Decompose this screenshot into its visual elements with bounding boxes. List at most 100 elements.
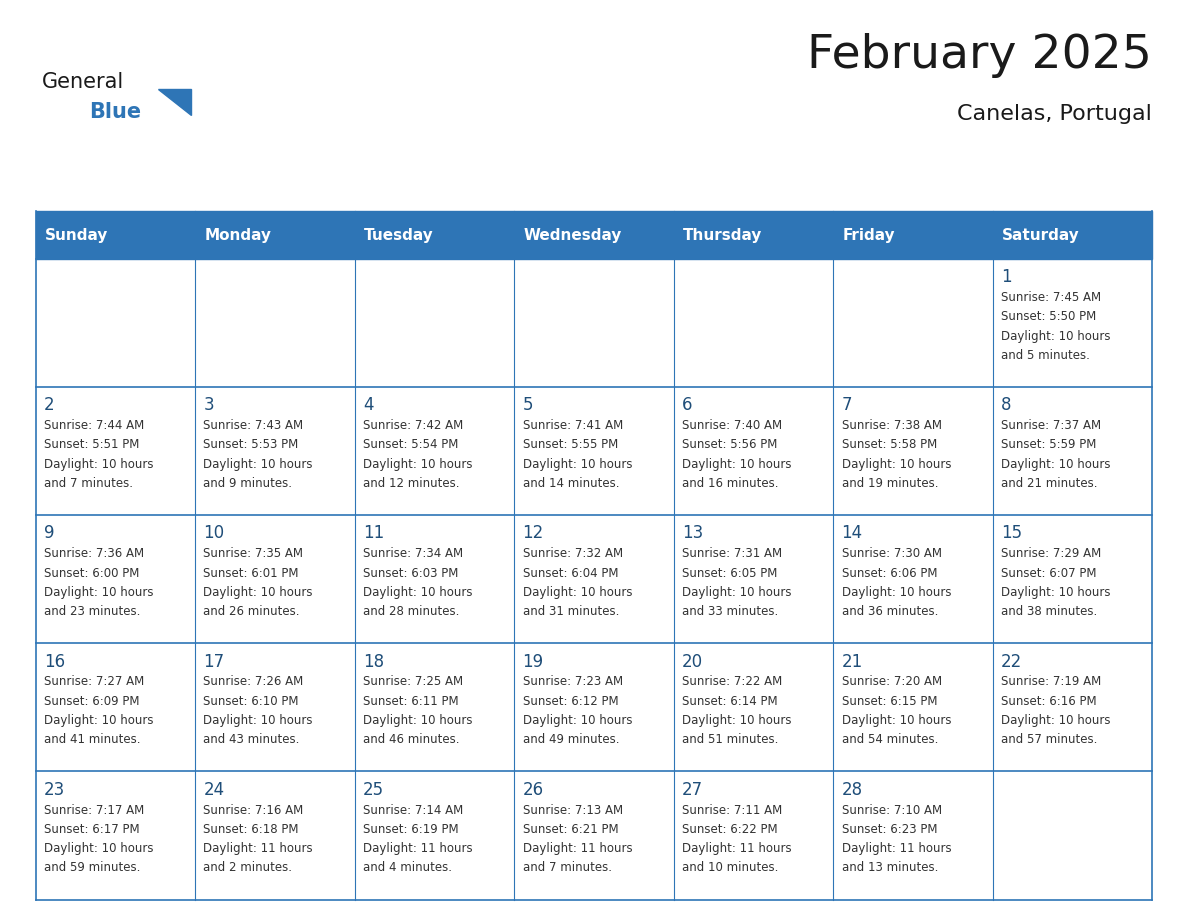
Text: Sunrise: 7:36 AM: Sunrise: 7:36 AM: [44, 547, 144, 560]
Text: Sunset: 6:04 PM: Sunset: 6:04 PM: [523, 566, 618, 579]
Text: Daylight: 10 hours: Daylight: 10 hours: [364, 458, 473, 471]
Polygon shape: [833, 211, 993, 259]
Polygon shape: [993, 211, 1152, 259]
Text: Sunset: 6:12 PM: Sunset: 6:12 PM: [523, 695, 618, 708]
Text: Daylight: 11 hours: Daylight: 11 hours: [841, 842, 952, 856]
Text: Sunrise: 7:43 AM: Sunrise: 7:43 AM: [203, 420, 304, 432]
Text: and 41 minutes.: and 41 minutes.: [44, 733, 140, 746]
Text: and 23 minutes.: and 23 minutes.: [44, 605, 140, 618]
Text: Daylight: 10 hours: Daylight: 10 hours: [203, 458, 312, 471]
Text: Sunset: 6:01 PM: Sunset: 6:01 PM: [203, 566, 299, 579]
Text: Sunrise: 7:16 AM: Sunrise: 7:16 AM: [203, 803, 304, 817]
Text: Sunrise: 7:45 AM: Sunrise: 7:45 AM: [1001, 291, 1101, 304]
Text: and 10 minutes.: and 10 minutes.: [682, 861, 778, 875]
Text: 5: 5: [523, 397, 533, 414]
Text: Sunset: 6:09 PM: Sunset: 6:09 PM: [44, 695, 139, 708]
Text: Sunrise: 7:35 AM: Sunrise: 7:35 AM: [203, 547, 303, 560]
Text: Sunset: 5:53 PM: Sunset: 5:53 PM: [203, 439, 298, 452]
Text: Sunset: 6:03 PM: Sunset: 6:03 PM: [364, 566, 459, 579]
Text: Sunrise: 7:40 AM: Sunrise: 7:40 AM: [682, 420, 782, 432]
Text: Daylight: 10 hours: Daylight: 10 hours: [364, 586, 473, 599]
Text: and 33 minutes.: and 33 minutes.: [682, 605, 778, 618]
Text: and 19 minutes.: and 19 minutes.: [841, 477, 939, 490]
Text: Daylight: 10 hours: Daylight: 10 hours: [682, 586, 791, 599]
Text: and 43 minutes.: and 43 minutes.: [203, 733, 299, 746]
Text: and 21 minutes.: and 21 minutes.: [1001, 477, 1098, 490]
Text: 12: 12: [523, 524, 544, 543]
Text: Sunset: 5:59 PM: Sunset: 5:59 PM: [1001, 439, 1097, 452]
Text: 21: 21: [841, 653, 862, 670]
Text: 6: 6: [682, 397, 693, 414]
Text: Sunset: 6:11 PM: Sunset: 6:11 PM: [364, 695, 459, 708]
Text: Daylight: 10 hours: Daylight: 10 hours: [682, 714, 791, 727]
Text: Sunset: 6:14 PM: Sunset: 6:14 PM: [682, 695, 778, 708]
Text: Daylight: 10 hours: Daylight: 10 hours: [841, 458, 952, 471]
Text: Thursday: Thursday: [683, 228, 763, 242]
Text: 14: 14: [841, 524, 862, 543]
Text: Daylight: 10 hours: Daylight: 10 hours: [523, 586, 632, 599]
Text: 9: 9: [44, 524, 55, 543]
Polygon shape: [158, 89, 191, 115]
Text: Sunrise: 7:32 AM: Sunrise: 7:32 AM: [523, 547, 623, 560]
Text: and 14 minutes.: and 14 minutes.: [523, 477, 619, 490]
Polygon shape: [514, 211, 674, 259]
Text: 27: 27: [682, 780, 703, 799]
Text: 11: 11: [364, 524, 384, 543]
Text: Sunrise: 7:10 AM: Sunrise: 7:10 AM: [841, 803, 942, 817]
Text: and 16 minutes.: and 16 minutes.: [682, 477, 778, 490]
Text: and 7 minutes.: and 7 minutes.: [523, 861, 612, 875]
Text: 20: 20: [682, 653, 703, 670]
Text: 24: 24: [203, 780, 225, 799]
Text: Sunset: 5:54 PM: Sunset: 5:54 PM: [364, 439, 459, 452]
Text: 18: 18: [364, 653, 384, 670]
Text: Daylight: 10 hours: Daylight: 10 hours: [682, 458, 791, 471]
Polygon shape: [355, 211, 514, 259]
Text: Daylight: 11 hours: Daylight: 11 hours: [523, 842, 632, 856]
Text: Sunset: 6:07 PM: Sunset: 6:07 PM: [1001, 566, 1097, 579]
Text: Canelas, Portugal: Canelas, Portugal: [958, 104, 1152, 124]
Text: and 51 minutes.: and 51 minutes.: [682, 733, 778, 746]
Text: Sunrise: 7:17 AM: Sunrise: 7:17 AM: [44, 803, 144, 817]
Text: Daylight: 10 hours: Daylight: 10 hours: [44, 586, 153, 599]
Text: Sunset: 6:16 PM: Sunset: 6:16 PM: [1001, 695, 1097, 708]
Text: 1: 1: [1001, 268, 1012, 286]
Text: Daylight: 10 hours: Daylight: 10 hours: [364, 714, 473, 727]
Text: 25: 25: [364, 780, 384, 799]
Text: 23: 23: [44, 780, 65, 799]
Text: and 12 minutes.: and 12 minutes.: [364, 477, 460, 490]
Text: Sunset: 6:18 PM: Sunset: 6:18 PM: [203, 823, 299, 836]
Text: and 4 minutes.: and 4 minutes.: [364, 861, 451, 875]
Text: Sunrise: 7:38 AM: Sunrise: 7:38 AM: [841, 420, 942, 432]
Text: Monday: Monday: [204, 228, 272, 242]
Text: Sunrise: 7:23 AM: Sunrise: 7:23 AM: [523, 676, 623, 688]
Text: Sunset: 5:50 PM: Sunset: 5:50 PM: [1001, 310, 1097, 323]
Text: Sunset: 6:21 PM: Sunset: 6:21 PM: [523, 823, 618, 836]
Text: Sunday: Sunday: [45, 228, 108, 242]
Text: 28: 28: [841, 780, 862, 799]
Text: Sunrise: 7:14 AM: Sunrise: 7:14 AM: [364, 803, 463, 817]
Text: Sunrise: 7:27 AM: Sunrise: 7:27 AM: [44, 676, 144, 688]
Text: Sunset: 5:58 PM: Sunset: 5:58 PM: [841, 439, 937, 452]
Text: 26: 26: [523, 780, 544, 799]
Text: 8: 8: [1001, 397, 1012, 414]
Text: Sunrise: 7:19 AM: Sunrise: 7:19 AM: [1001, 676, 1101, 688]
Text: Sunrise: 7:41 AM: Sunrise: 7:41 AM: [523, 420, 623, 432]
Text: and 59 minutes.: and 59 minutes.: [44, 861, 140, 875]
Text: Sunset: 5:56 PM: Sunset: 5:56 PM: [682, 439, 777, 452]
Text: 15: 15: [1001, 524, 1022, 543]
Text: Daylight: 10 hours: Daylight: 10 hours: [203, 586, 312, 599]
Text: Daylight: 10 hours: Daylight: 10 hours: [44, 458, 153, 471]
Text: Wednesday: Wednesday: [524, 228, 623, 242]
Text: Sunrise: 7:25 AM: Sunrise: 7:25 AM: [364, 676, 463, 688]
Text: and 26 minutes.: and 26 minutes.: [203, 605, 301, 618]
Text: and 54 minutes.: and 54 minutes.: [841, 733, 939, 746]
Text: Friday: Friday: [842, 228, 896, 242]
Text: and 31 minutes.: and 31 minutes.: [523, 605, 619, 618]
Text: Sunset: 6:23 PM: Sunset: 6:23 PM: [841, 823, 937, 836]
Text: 19: 19: [523, 653, 544, 670]
Polygon shape: [195, 211, 355, 259]
Text: Sunrise: 7:22 AM: Sunrise: 7:22 AM: [682, 676, 783, 688]
Text: 17: 17: [203, 653, 225, 670]
Text: Daylight: 10 hours: Daylight: 10 hours: [44, 714, 153, 727]
Text: and 5 minutes.: and 5 minutes.: [1001, 349, 1091, 362]
